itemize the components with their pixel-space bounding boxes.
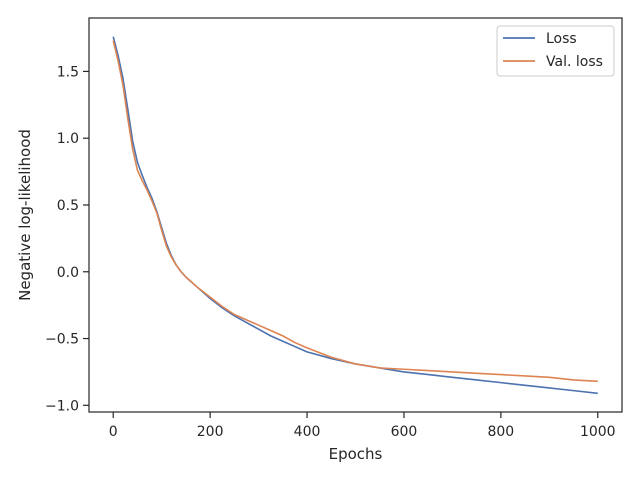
- x-tick-label: 800: [487, 424, 514, 440]
- x-tick-label: 1000: [580, 424, 616, 440]
- y-tick-label: −0.5: [45, 332, 79, 348]
- y-tick-label: 0.5: [57, 198, 79, 214]
- x-tick-label: 0: [109, 424, 118, 440]
- y-axis-label: Negative log-likelihood: [16, 129, 34, 301]
- y-tick-label: 1.0: [57, 131, 79, 147]
- series-layer: [112, 36, 598, 395]
- x-ticks: 0 200 400 600 800 1000: [109, 412, 616, 440]
- series-line-loss: [112, 36, 598, 395]
- plot-area: [88, 17, 623, 413]
- y-tick-label: 0.0: [57, 265, 79, 281]
- y-ticks: −1.0 −0.5 0.0 0.5 1.0 1.5: [45, 64, 89, 414]
- legend-label-loss: Loss: [546, 31, 577, 47]
- series-line-val-loss: [112, 40, 598, 383]
- x-tick-label: 200: [197, 424, 224, 440]
- y-tick-label: 1.5: [57, 64, 79, 80]
- x-tick-label: 400: [294, 424, 321, 440]
- legend: Loss Val. loss: [496, 25, 615, 77]
- y-tick-label: −1.0: [45, 398, 79, 414]
- x-axis-label: Epochs: [329, 445, 383, 463]
- x-tick-label: 600: [391, 424, 418, 440]
- legend-label-val-loss: Val. loss: [546, 54, 603, 70]
